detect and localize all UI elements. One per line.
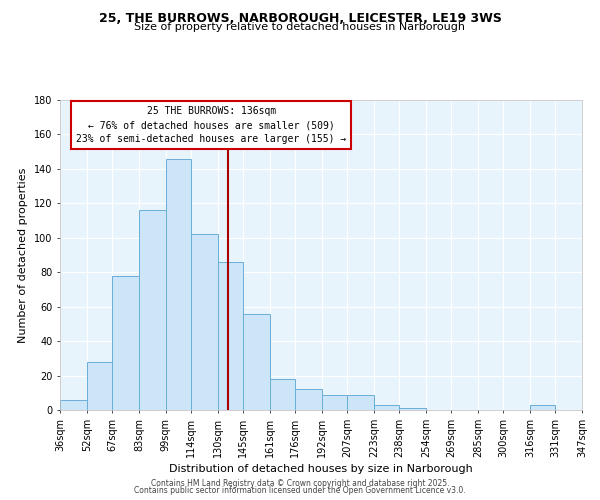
Bar [374, 405, 399, 410]
Text: 25 THE BURROWS: 136sqm
← 76% of detached houses are smaller (509)
23% of semi-de: 25 THE BURROWS: 136sqm ← 76% of detached… [76, 106, 347, 144]
Text: Contains public sector information licensed under the Open Government Licence v3: Contains public sector information licen… [134, 486, 466, 495]
Bar [582, 406, 600, 410]
Bar [139, 210, 166, 410]
Bar [218, 262, 243, 410]
Bar [112, 276, 139, 410]
Bar [243, 314, 270, 410]
Bar [295, 390, 322, 410]
Bar [166, 158, 191, 410]
Bar [530, 405, 555, 410]
Text: 25, THE BURROWS, NARBOROUGH, LEICESTER, LE19 3WS: 25, THE BURROWS, NARBOROUGH, LEICESTER, … [98, 12, 502, 26]
Y-axis label: Number of detached properties: Number of detached properties [19, 168, 28, 342]
Bar [322, 394, 347, 410]
Bar [60, 400, 87, 410]
Bar [399, 408, 426, 410]
Bar [191, 234, 218, 410]
Bar [270, 379, 295, 410]
X-axis label: Distribution of detached houses by size in Narborough: Distribution of detached houses by size … [169, 464, 473, 474]
Bar [347, 394, 374, 410]
Text: Size of property relative to detached houses in Narborough: Size of property relative to detached ho… [134, 22, 466, 32]
Text: Contains HM Land Registry data © Crown copyright and database right 2025.: Contains HM Land Registry data © Crown c… [151, 478, 449, 488]
Bar [87, 362, 112, 410]
